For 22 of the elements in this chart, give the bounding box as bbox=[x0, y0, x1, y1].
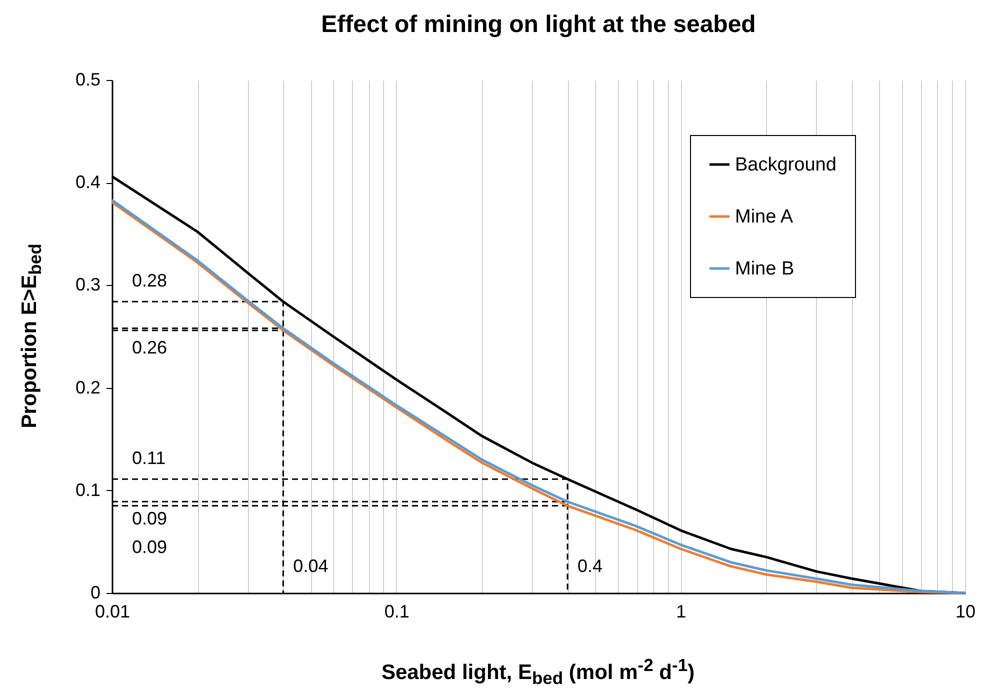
chart-title: Effect of mining on light at the seabed bbox=[321, 11, 756, 38]
legend-label: Background bbox=[735, 154, 836, 176]
x-tick-label: 0.01 bbox=[94, 602, 130, 622]
legend-label: Mine B bbox=[735, 258, 794, 280]
y-tick-label: 0.3 bbox=[75, 274, 100, 295]
annotation: 0.26 bbox=[132, 337, 168, 358]
annotation: 0.4 bbox=[578, 556, 603, 576]
annotation: 0.04 bbox=[293, 556, 328, 576]
x-tick-label: 1 bbox=[676, 602, 686, 622]
y-tick-label: 0.5 bbox=[75, 70, 100, 90]
x-axis-title: Seabed light, E$_{bed}$ (mol m$^{-2}$ d$^{-1}$) bbox=[381, 655, 695, 689]
annotation: 0.09 bbox=[132, 508, 168, 529]
y-tick-label: 0.2 bbox=[75, 377, 100, 398]
y-tick-label: 0.1 bbox=[75, 480, 100, 500]
annotation: 0.09 bbox=[132, 536, 168, 557]
x-tick-label: 0.1 bbox=[384, 602, 410, 622]
x-tick-label: 10 bbox=[955, 602, 976, 622]
legend-label: Mine A bbox=[735, 206, 794, 228]
y-tick-label: 0.4 bbox=[75, 172, 100, 192]
y-tick-label: 0 bbox=[90, 582, 100, 602]
annotation: 0.11 bbox=[132, 448, 166, 468]
annotation: 0.28 bbox=[132, 270, 168, 291]
